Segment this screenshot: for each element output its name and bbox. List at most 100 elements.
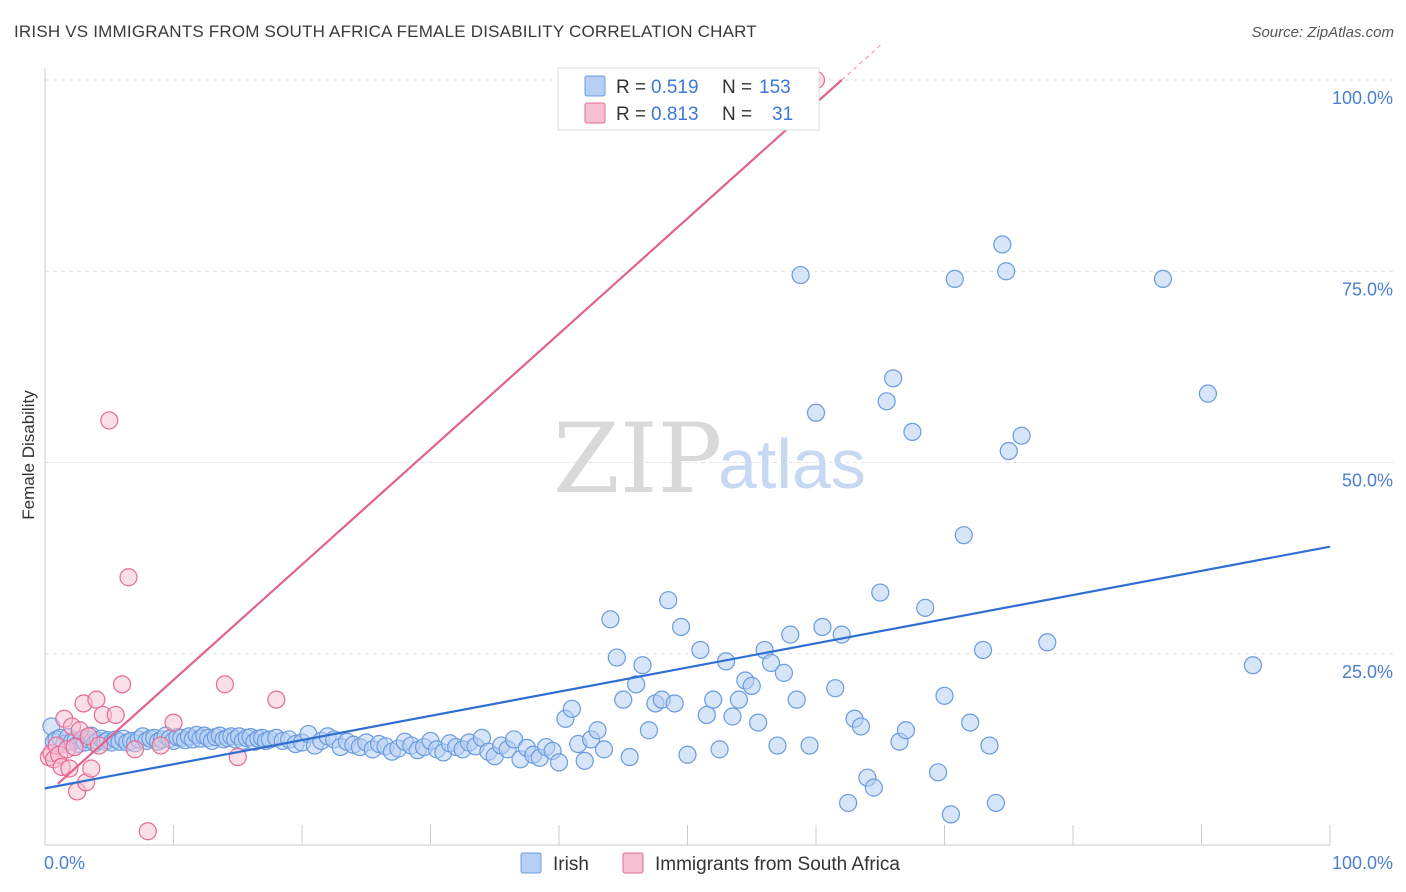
sa-point	[60, 759, 79, 778]
irish-point	[851, 717, 871, 736]
irish-point	[954, 526, 973, 545]
irish-point	[659, 591, 678, 610]
sa-point	[215, 675, 234, 694]
bottom-legend-sa-label: Immigrants from South Africa	[655, 854, 900, 875]
legend-sa-r-value: 0.813	[651, 104, 699, 125]
sa-trend-extension	[841, 42, 884, 81]
correlation-legend: R = 0.519 N = 153 R = 0.813 N = 31	[557, 67, 820, 131]
sa-point	[65, 737, 84, 757]
irish-point	[588, 721, 607, 740]
irish-point	[697, 705, 716, 725]
y-tick-label-100: 100.0%	[1332, 88, 1393, 108]
sa-point	[119, 568, 138, 587]
watermark-zip: ZIP	[553, 403, 722, 515]
irish-point	[993, 235, 1012, 254]
sa-point	[138, 822, 157, 841]
irish-point	[594, 740, 614, 759]
x-tick-label-max: 100.0%	[1332, 853, 1393, 873]
irish-point	[704, 690, 723, 709]
legend-irish-swatch	[584, 75, 606, 97]
irish-point	[620, 747, 639, 767]
irish-point	[787, 690, 806, 709]
y-tick-labels: 25.0% 50.0% 75.0% 100.0%	[1332, 88, 1393, 682]
legend-irish-n-label: N =	[722, 77, 752, 98]
irish-point	[935, 686, 954, 705]
axes	[44, 68, 1331, 846]
irish-point	[601, 610, 620, 629]
sa-point	[100, 411, 119, 430]
irish-point	[768, 736, 787, 755]
irish-point	[945, 269, 964, 288]
irish-point	[633, 656, 652, 675]
bottom-legend-sa-swatch	[622, 852, 644, 874]
irish-point	[665, 694, 684, 713]
irish-point	[607, 648, 626, 667]
y-axis-label: Female Disability	[19, 390, 38, 520]
irish-point	[916, 598, 935, 617]
irish-point	[774, 663, 793, 682]
irish-point	[800, 736, 819, 755]
grid	[45, 79, 1395, 655]
irish-point	[614, 690, 633, 709]
irish-point	[1243, 656, 1263, 675]
irish-point	[562, 699, 581, 718]
chart-title: IRISH VS IMMIGRANTS FROM SOUTH AFRICA FE…	[14, 22, 757, 41]
sa-point	[164, 713, 183, 732]
y-tick-label-50: 50.0%	[1342, 471, 1393, 491]
irish-point	[710, 740, 729, 759]
irish-point	[806, 403, 826, 422]
legend-sa-r-label: R =	[616, 104, 646, 125]
irish-point	[1012, 426, 1031, 445]
irish-point	[839, 793, 858, 813]
irish-point	[973, 640, 993, 660]
irish-point	[1038, 633, 1057, 652]
irish-point	[826, 679, 845, 698]
trend-lines	[44, 42, 1331, 790]
irish-point	[781, 625, 800, 644]
irish-point	[928, 763, 948, 782]
irish-point	[671, 617, 691, 637]
watermark-atlas: atlas	[718, 425, 866, 503]
sa-point	[267, 690, 286, 709]
legend-sa-swatch	[584, 102, 606, 124]
irish-point	[575, 751, 594, 770]
bottom-legend-irish-swatch	[520, 852, 542, 874]
irish-point	[997, 262, 1016, 281]
watermark: ZIP atlas	[553, 403, 866, 515]
legend-irish-r-value: 0.519	[651, 77, 699, 98]
x-tick-labels: 0.0% 100.0%	[44, 853, 1393, 873]
irish-point	[791, 265, 810, 285]
legend-sa-n-label: N =	[722, 104, 752, 125]
irish-point	[639, 721, 659, 740]
irish-point	[813, 617, 832, 637]
irish-point	[749, 713, 768, 732]
series-legend: Irish Immigrants from South Africa	[520, 852, 900, 875]
irish-point	[883, 369, 903, 388]
bottom-legend-irish-label: Irish	[553, 854, 589, 875]
irish-point	[986, 793, 1006, 813]
sa-point	[112, 675, 132, 694]
sa-trend-line	[57, 79, 843, 785]
sa-points	[39, 70, 826, 841]
sa-point	[151, 736, 170, 755]
irish-point	[903, 422, 922, 441]
irish-point	[691, 640, 710, 660]
irish-point	[729, 690, 749, 709]
y-tick-label-75: 75.0%	[1342, 279, 1393, 299]
irish-point	[864, 778, 883, 797]
irish-points	[42, 235, 1263, 824]
irish-point	[504, 730, 524, 749]
irish-point	[877, 392, 896, 411]
source-label: Source: ZipAtlas.com	[1251, 24, 1394, 41]
irish-point	[549, 753, 569, 772]
irish-point	[678, 745, 697, 764]
legend-sa-n-value: 31	[772, 104, 793, 125]
irish-point	[896, 721, 916, 740]
irish-point	[626, 675, 646, 694]
sa-point	[82, 759, 101, 778]
legend-irish-n-value: 153	[759, 77, 791, 98]
irish-point	[961, 713, 980, 732]
legend-irish-r-label: R =	[616, 77, 646, 98]
irish-point	[761, 653, 781, 673]
